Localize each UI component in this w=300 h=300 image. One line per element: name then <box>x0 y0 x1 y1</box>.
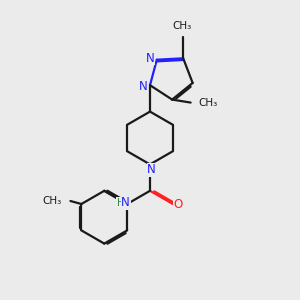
Text: CH₃: CH₃ <box>172 21 191 31</box>
Text: N: N <box>146 52 154 65</box>
Text: N: N <box>147 163 156 176</box>
Text: O: O <box>174 197 183 211</box>
Text: N: N <box>121 196 130 209</box>
Text: H: H <box>117 197 124 208</box>
Text: N: N <box>139 80 148 93</box>
Text: CH₃: CH₃ <box>198 98 218 108</box>
Text: CH₃: CH₃ <box>42 196 62 206</box>
